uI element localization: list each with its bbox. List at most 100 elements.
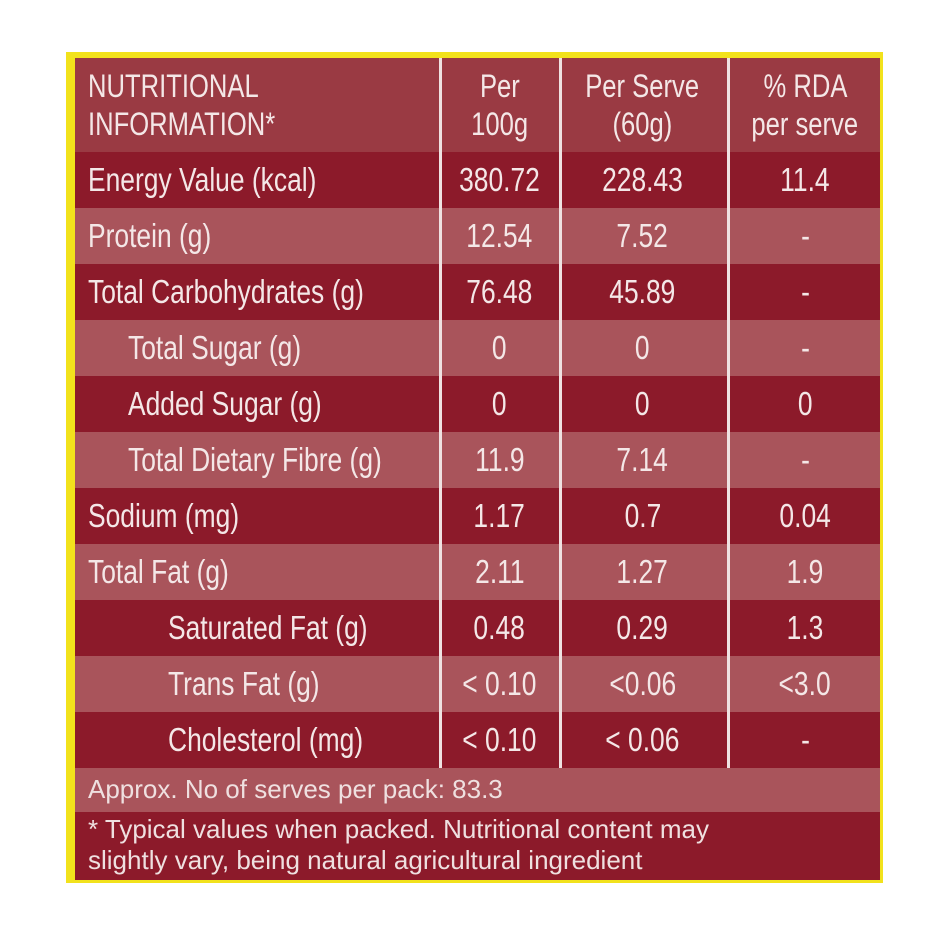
- header-cell: NUTRITIONAL INFORMATION*: [88, 58, 438, 152]
- label-text: Trans Fat (g): [168, 665, 320, 702]
- value-text: -: [800, 721, 810, 758]
- value-cell: 0.04: [730, 488, 880, 544]
- value-text: 0: [797, 385, 813, 422]
- value-cell: -: [730, 208, 880, 264]
- value-text: -: [800, 273, 810, 310]
- value-cell: 1.17: [442, 488, 557, 544]
- label-text: Total Dietary Fibre (g): [128, 441, 382, 478]
- value-text: -: [800, 329, 810, 366]
- nutrient-label: Total Dietary Fibre (g): [128, 432, 438, 488]
- table-row: Cholesterol (mg) < 0.10 < 0.06 -: [75, 712, 880, 768]
- nutrition-panel: Approx. No of serves per pack: 83.3 * Ty…: [75, 58, 880, 880]
- value-text: < 0.06: [605, 721, 680, 758]
- value-cell: 7.14: [562, 432, 723, 488]
- nutrient-label: Cholesterol (mg): [168, 712, 438, 768]
- column-divider: [439, 58, 442, 768]
- label-text: Total Sugar (g): [128, 329, 302, 366]
- table-row: Total Dietary Fibre (g) 11.9 7.14 -: [75, 432, 880, 488]
- nutrient-label: Energy Value (kcal): [88, 152, 438, 208]
- table-row: Saturated Fat (g) 0.48 0.29 1.3: [75, 600, 880, 656]
- value-cell: -: [730, 264, 880, 320]
- nutrient-label: Total Carbohydrates (g): [88, 264, 438, 320]
- note-band: * Typical values when packed. Nutritiona…: [75, 812, 880, 880]
- value-cell: 12.54: [442, 208, 557, 264]
- value-text: 2.11: [474, 553, 525, 590]
- value-text: 11.9: [474, 441, 525, 478]
- serves-band: Approx. No of serves per pack: 83.3: [75, 768, 880, 812]
- header-cell: Per Serve (60g): [562, 58, 723, 152]
- table-row: Total Carbohydrates (g) 76.48 45.89 -: [75, 264, 880, 320]
- value-text: 45.89: [609, 273, 676, 310]
- value-text: 76.48: [466, 273, 533, 310]
- nutrient-label: Trans Fat (g): [168, 656, 438, 712]
- value-text: 0: [635, 329, 650, 366]
- value-text: 12.54: [466, 217, 533, 254]
- value-cell: < 0.10: [442, 656, 557, 712]
- label-text: Protein (g): [88, 217, 212, 254]
- nutrient-label: Added Sugar (g): [128, 376, 438, 432]
- value-text: 0: [635, 385, 650, 422]
- header-text: Per: [479, 68, 520, 104]
- value-text: 380.72: [459, 161, 540, 198]
- header-text: (60g): [612, 106, 673, 142]
- value-cell: -: [730, 712, 880, 768]
- value-cell: 0.7: [562, 488, 723, 544]
- label-text: Saturated Fat (g): [168, 609, 368, 646]
- value-text: 0: [492, 329, 507, 366]
- nutrient-label: Saturated Fat (g): [168, 600, 438, 656]
- value-cell: <3.0: [730, 656, 880, 712]
- value-cell: 0.29: [562, 600, 723, 656]
- value-cell: 0: [442, 320, 557, 376]
- value-cell: -: [730, 320, 880, 376]
- value-text: 0.29: [616, 609, 669, 646]
- value-cell: 0: [562, 376, 723, 432]
- value-cell: 228.43: [562, 152, 723, 208]
- value-cell: <0.06: [562, 656, 723, 712]
- table-row: Total Fat (g) 2.11 1.27 1.9: [75, 544, 880, 600]
- value-cell: 11.4: [730, 152, 880, 208]
- label-text: Sodium (mg): [88, 497, 240, 534]
- value-cell: 380.72: [442, 152, 557, 208]
- value-cell: 45.89: [562, 264, 723, 320]
- value-cell: 1.3: [730, 600, 880, 656]
- label-text: Total Fat (g): [88, 553, 229, 590]
- value-text: 7.52: [616, 217, 669, 254]
- label-text: Added Sugar (g): [128, 385, 322, 422]
- table-row: Energy Value (kcal) 380.72 228.43 11.4: [75, 152, 880, 208]
- value-text: 1.9: [786, 553, 824, 590]
- value-text: 0.48: [473, 609, 526, 646]
- nutrient-label: Protein (g): [88, 208, 438, 264]
- table-row: Trans Fat (g) < 0.10 <0.06 <3.0: [75, 656, 880, 712]
- header-text: Per Serve: [585, 68, 700, 104]
- value-text: 0: [492, 385, 507, 422]
- nutrient-label: Sodium (mg): [88, 488, 438, 544]
- value-cell: -: [730, 432, 880, 488]
- value-text: 228.43: [602, 161, 683, 198]
- value-text: < 0.10: [462, 665, 537, 702]
- table-row: Total Sugar (g) 0 0 -: [75, 320, 880, 376]
- note-line: * Typical values when packed. Nutritiona…: [88, 814, 709, 844]
- header-text: INFORMATION*: [88, 106, 276, 142]
- header-text: % RDA: [763, 68, 847, 104]
- label-text: Energy Value (kcal): [88, 161, 317, 198]
- value-text: < 0.10: [462, 721, 537, 758]
- value-cell: 2.11: [442, 544, 557, 600]
- value-cell: 0: [562, 320, 723, 376]
- value-text: 0.7: [624, 497, 661, 534]
- value-text: -: [800, 441, 810, 478]
- value-cell: < 0.06: [562, 712, 723, 768]
- header-cell: Per 100g: [442, 58, 557, 152]
- table-row: Protein (g) 12.54 7.52 -: [75, 208, 880, 264]
- value-text: 1.27: [616, 553, 669, 590]
- value-text: 0.04: [779, 497, 831, 534]
- header-text: NUTRITIONAL: [88, 68, 259, 104]
- column-divider: [727, 58, 730, 768]
- label-text: Total Carbohydrates (g): [88, 273, 364, 310]
- value-cell: 1.9: [730, 544, 880, 600]
- note-line: slightly vary, being natural agricultura…: [88, 845, 643, 875]
- value-cell: 0: [442, 376, 557, 432]
- value-text: <3.0: [778, 665, 832, 702]
- value-text: -: [800, 217, 810, 254]
- value-text: <0.06: [609, 665, 676, 702]
